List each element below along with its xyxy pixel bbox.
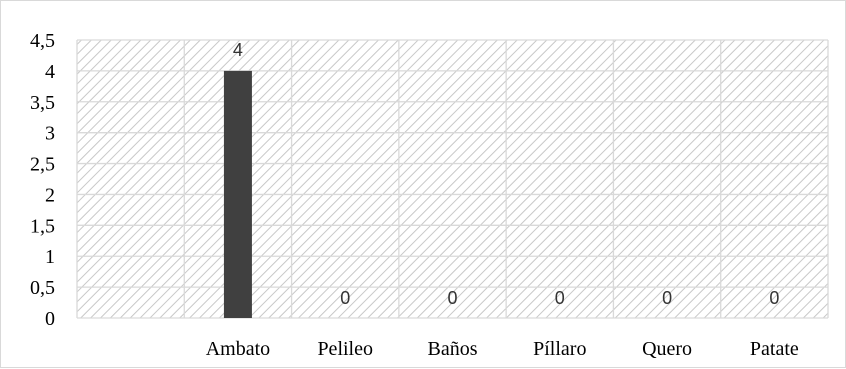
y-tick-label: 2 <box>45 184 55 206</box>
bar <box>223 70 252 318</box>
x-category-label: Ambato <box>206 338 270 360</box>
y-tick-label: 1,5 <box>30 215 55 237</box>
data-label: 4 <box>233 40 243 60</box>
y-tick-label: 2,5 <box>30 154 55 176</box>
y-tick-label: 0 <box>45 308 55 330</box>
data-label: 0 <box>340 288 350 308</box>
y-tick-label: 3,5 <box>30 92 55 114</box>
y-axis-ticks: 0 0,5 1 1,5 2 2,5 3 3,5 4 4,5 <box>30 30 55 330</box>
data-labels: 4 0 0 0 0 0 <box>233 40 779 308</box>
y-tick-label: 0,5 <box>30 277 55 299</box>
data-label: 0 <box>769 288 779 308</box>
y-tick-label: 3 <box>45 123 55 145</box>
x-category-label: Quero <box>642 338 692 360</box>
data-label: 0 <box>662 288 672 308</box>
y-tick-label: 4 <box>45 61 55 83</box>
x-category-label: Baños <box>428 338 478 360</box>
x-category-label: Patate <box>750 338 799 360</box>
grid-lines <box>76 39 829 319</box>
y-tick-label: 1 <box>45 246 55 268</box>
bars <box>223 70 252 318</box>
x-category-label: Píllaro <box>533 338 586 360</box>
data-label: 0 <box>555 288 565 308</box>
x-category-label: Pelileo <box>317 338 373 360</box>
data-label: 0 <box>447 288 457 308</box>
x-axis-categories: Ambato Pelileo Baños Píllaro Quero Patate <box>206 338 799 360</box>
plot-area <box>77 40 828 318</box>
y-tick-label: 4,5 <box>30 30 55 52</box>
